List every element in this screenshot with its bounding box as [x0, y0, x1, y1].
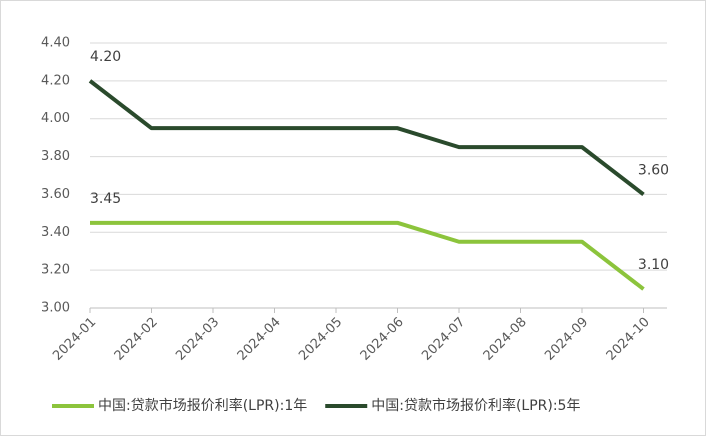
y-tick-label: 3.80: [41, 149, 70, 164]
y-tick-label: 4.00: [41, 111, 70, 126]
y-tick-label: 4.20: [41, 73, 70, 88]
y-tick-label: 3.60: [41, 187, 70, 202]
series-line: [88, 79, 645, 197]
legend-label: 中国:贷款市场报价利率(LPR):1年: [98, 397, 307, 414]
y-tick-label: 3.20: [41, 263, 70, 278]
data-label: 3.10: [638, 257, 669, 273]
data-label: 3.60: [638, 162, 669, 178]
y-tick-label: 3.00: [41, 301, 70, 316]
data-label: 3.45: [90, 191, 121, 207]
y-tick-label: 4.40: [41, 36, 70, 51]
legend-label: 中国:贷款市场报价利率(LPR):5年: [371, 397, 580, 414]
series-line: [90, 220, 645, 291]
y-tick-label: 3.40: [41, 225, 70, 240]
data-label: 4.20: [90, 49, 121, 65]
